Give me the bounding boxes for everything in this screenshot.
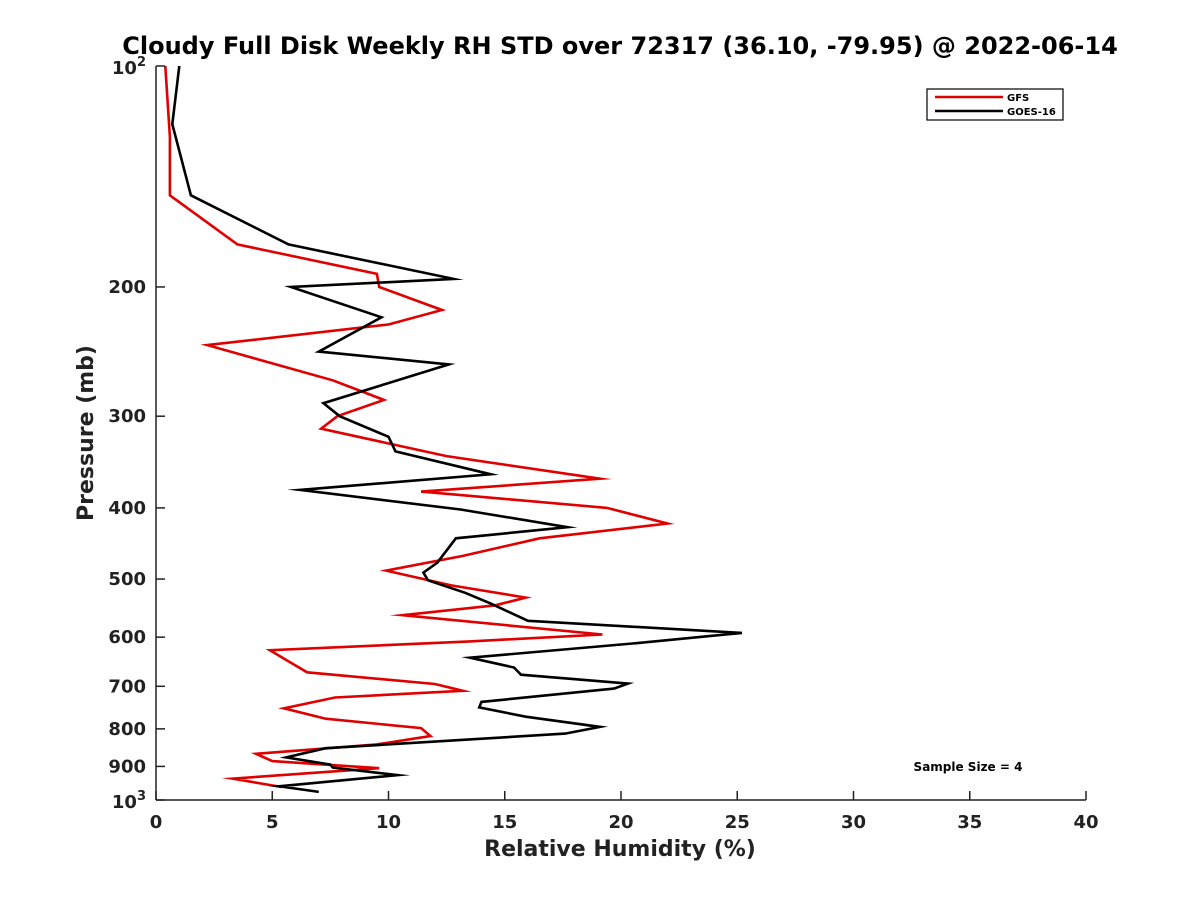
y-tick-label-base: 10 — [112, 792, 137, 813]
x-tick-label: 25 — [725, 812, 750, 833]
x-tick-label: 5 — [266, 812, 279, 833]
y-tick-label: 200 — [108, 277, 146, 298]
x-ticks: 0 5 10 15 20 25 30 35 40 — [150, 791, 1099, 833]
x-tick-label: 20 — [608, 812, 633, 833]
x-axis-label: Relative Humidity (%) — [484, 837, 756, 862]
chart-title: Cloudy Full Disk Weekly RH STD over 7231… — [122, 32, 1118, 60]
legend-box — [926, 88, 1064, 121]
y-tick-label-base: 10 — [112, 58, 137, 79]
y-tick-label: 300 — [108, 406, 146, 427]
y-tick-label: 500 — [108, 569, 146, 590]
x-tick-label: 35 — [957, 812, 982, 833]
x-tick-label: 0 — [150, 812, 163, 833]
legend: GFS GOES-16 — [926, 88, 1064, 121]
x-tick-label: 40 — [1073, 812, 1098, 833]
y-tick-label-exponent: 2 — [137, 55, 146, 70]
y-tick-label: 400 — [108, 498, 146, 519]
x-tick-label: 30 — [841, 812, 866, 833]
x-tick-label: 10 — [376, 812, 401, 833]
y-tick-label: 900 — [108, 756, 146, 777]
y-tick-label-exponent: 3 — [137, 789, 146, 804]
legend-label-goes16: GOES-16 — [1007, 107, 1056, 118]
y-tick-label: 700 — [108, 676, 146, 697]
legend-label-gfs: GFS — [1007, 93, 1029, 104]
series-layer — [164, 65, 743, 794]
y-tick-label: 800 — [108, 719, 146, 740]
x-tick-label: 15 — [492, 812, 517, 833]
y-tick-label: 600 — [108, 627, 146, 648]
y-tick-label-power: 102 — [112, 55, 146, 79]
sample-size-annotation: Sample Size = 4 — [914, 760, 1023, 774]
y-axis-label: Pressure (mb) — [74, 345, 99, 521]
series-line-gfs — [164, 65, 675, 789]
y-tick-label-power: 103 — [112, 789, 146, 813]
series-line-goes16 — [170, 65, 743, 794]
plot-area: 0 5 10 15 20 25 30 35 40 10220030040050060070080… — [108, 55, 1098, 833]
